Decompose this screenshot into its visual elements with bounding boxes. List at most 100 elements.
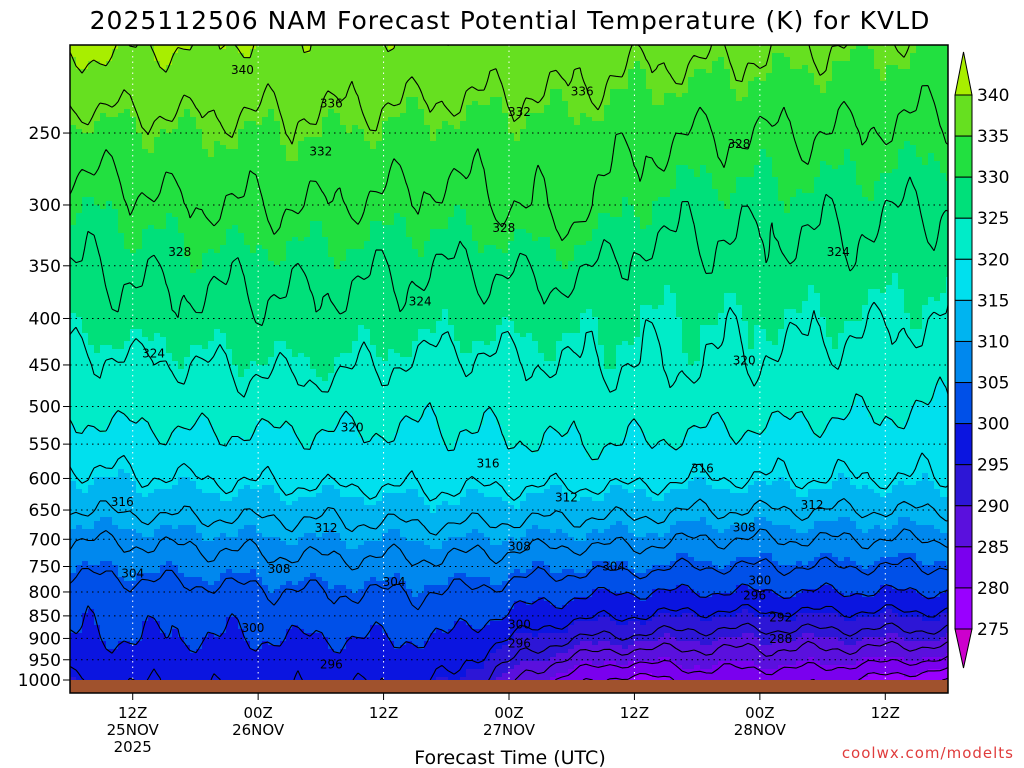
field-cell bbox=[856, 73, 863, 78]
field-cell bbox=[496, 89, 503, 94]
field-cell bbox=[814, 113, 821, 118]
field-cell bbox=[880, 105, 887, 110]
field-cell bbox=[754, 169, 761, 174]
field-cell bbox=[676, 85, 683, 90]
field-cell bbox=[478, 77, 485, 82]
field-cell bbox=[190, 161, 197, 166]
field-cell bbox=[382, 101, 389, 106]
field-cell bbox=[634, 61, 641, 66]
field-cell bbox=[268, 169, 275, 174]
field-cell bbox=[160, 105, 167, 110]
field-cell bbox=[208, 93, 215, 98]
field-cell bbox=[892, 129, 899, 134]
field-cell bbox=[136, 157, 143, 162]
field-cell bbox=[556, 113, 563, 118]
field-cell bbox=[256, 153, 263, 158]
field-cell bbox=[796, 85, 803, 90]
field-cell bbox=[454, 153, 461, 158]
field-cell bbox=[598, 61, 605, 66]
field-cell bbox=[256, 109, 263, 114]
field-cell bbox=[178, 65, 185, 70]
field-cell bbox=[472, 129, 479, 134]
field-cell bbox=[208, 73, 215, 78]
field-cell bbox=[820, 117, 827, 122]
field-cell bbox=[892, 145, 899, 150]
field-cell bbox=[484, 69, 491, 74]
field-cell bbox=[418, 97, 425, 102]
field-cell bbox=[226, 169, 233, 174]
field-cell bbox=[934, 49, 941, 54]
field-cell bbox=[796, 117, 803, 122]
field-cell bbox=[352, 129, 359, 134]
field-cell bbox=[730, 89, 737, 94]
field-cell bbox=[724, 81, 731, 86]
field-cell bbox=[268, 73, 275, 78]
field-cell bbox=[544, 137, 551, 142]
field-cell bbox=[820, 141, 827, 146]
field-cell bbox=[778, 65, 785, 70]
field-cell bbox=[358, 157, 365, 162]
field-cell bbox=[376, 173, 383, 178]
field-cell bbox=[622, 105, 629, 110]
field-cell bbox=[244, 113, 251, 118]
field-cell bbox=[736, 85, 743, 90]
field-cell bbox=[574, 69, 581, 74]
field-cell bbox=[112, 149, 119, 154]
field-cell bbox=[646, 121, 653, 126]
field-cell bbox=[106, 65, 113, 70]
field-cell bbox=[640, 49, 647, 54]
field-cell bbox=[130, 89, 137, 94]
field-cell bbox=[166, 89, 173, 94]
field-cell bbox=[688, 177, 695, 182]
field-cell bbox=[106, 105, 113, 110]
field-cell bbox=[676, 137, 683, 142]
field-cell bbox=[310, 161, 317, 166]
field-cell bbox=[208, 153, 215, 158]
field-cell bbox=[712, 49, 719, 54]
field-cell bbox=[490, 165, 497, 170]
field-cell bbox=[874, 61, 881, 66]
field-cell bbox=[676, 53, 683, 58]
field-cell bbox=[874, 73, 881, 78]
field-cell bbox=[808, 97, 815, 102]
field-cell bbox=[904, 129, 911, 134]
field-cell bbox=[388, 113, 395, 118]
field-cell bbox=[280, 145, 287, 150]
field-cell bbox=[340, 117, 347, 122]
field-cell bbox=[802, 81, 809, 86]
field-cell bbox=[232, 97, 239, 102]
field-cell bbox=[796, 45, 803, 50]
field-cell bbox=[886, 81, 893, 86]
field-cell bbox=[634, 129, 641, 134]
field-cell bbox=[304, 97, 311, 102]
field-cell bbox=[154, 161, 161, 166]
field-cell bbox=[292, 45, 299, 50]
field-cell bbox=[658, 121, 665, 126]
field-cell bbox=[130, 145, 137, 150]
field-cell bbox=[628, 169, 635, 174]
field-cell bbox=[850, 133, 857, 138]
field-cell bbox=[112, 89, 119, 94]
field-cell bbox=[184, 61, 191, 66]
field-cell bbox=[184, 77, 191, 82]
field-cell bbox=[232, 49, 239, 54]
field-cell bbox=[334, 145, 341, 150]
field-cell bbox=[148, 65, 155, 70]
field-cell bbox=[874, 89, 881, 94]
field-cell bbox=[748, 85, 755, 90]
field-cell bbox=[772, 49, 779, 54]
field-cell bbox=[490, 105, 497, 110]
field-cell bbox=[568, 129, 575, 134]
field-cell bbox=[826, 49, 833, 54]
field-cell bbox=[586, 177, 593, 182]
field-cell bbox=[406, 61, 413, 66]
field-cell bbox=[358, 177, 365, 182]
field-cell bbox=[844, 173, 851, 178]
field-cell bbox=[730, 137, 737, 142]
field-cell bbox=[814, 169, 821, 174]
field-cell bbox=[790, 57, 797, 62]
field-cell bbox=[940, 53, 947, 58]
field-cell bbox=[208, 137, 215, 142]
field-cell bbox=[922, 49, 929, 54]
field-cell bbox=[214, 49, 221, 54]
